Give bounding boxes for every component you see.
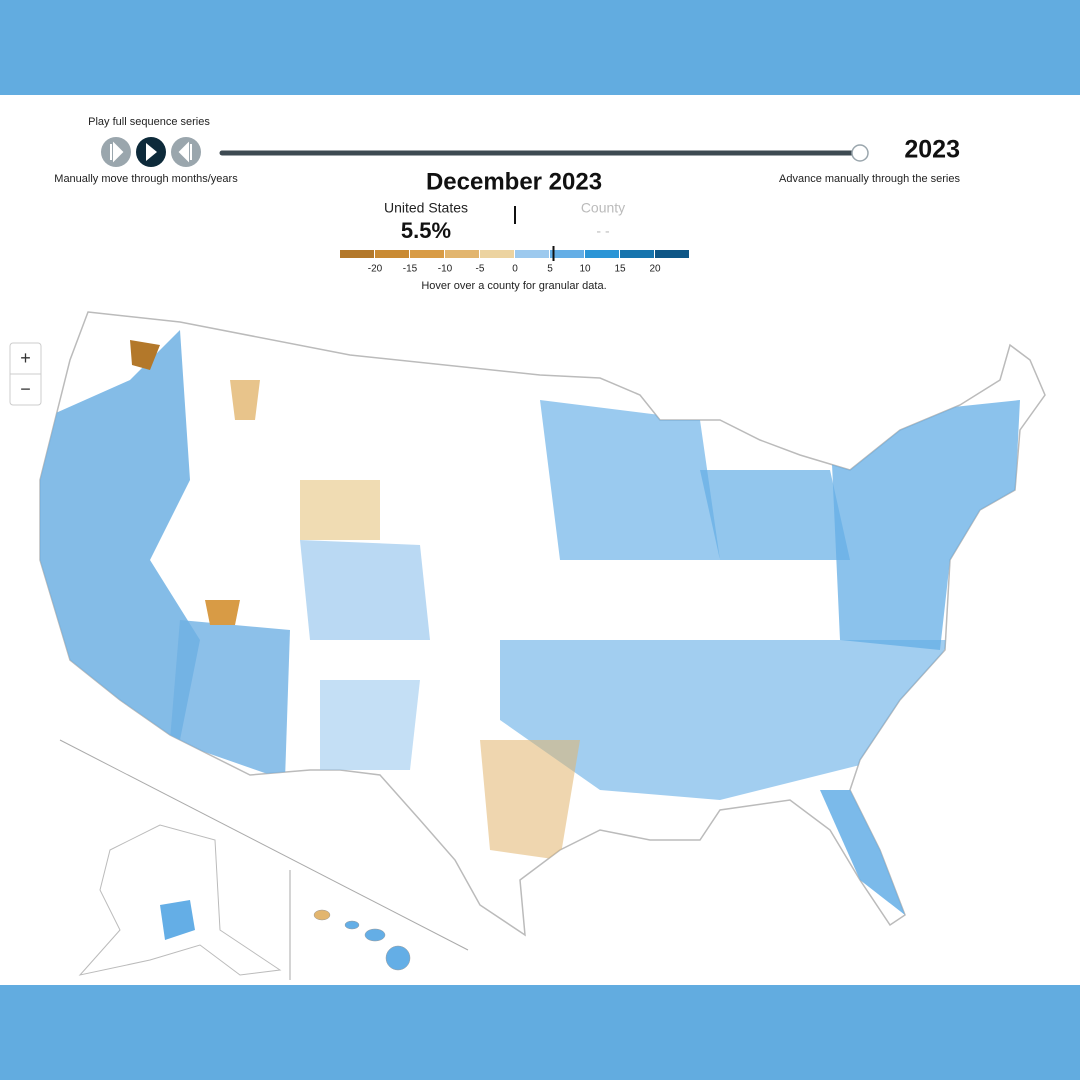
- manual-label: Manually move through months/years: [54, 173, 238, 185]
- legend-tick-label: 10: [579, 264, 591, 275]
- legend-tick-label: 20: [649, 264, 661, 275]
- us-value: 5.5%: [401, 218, 451, 243]
- legend-tick-label: 15: [614, 264, 626, 275]
- legend-swatch: [585, 250, 619, 258]
- legend-swatch: [620, 250, 654, 258]
- legend-swatch: [655, 250, 689, 258]
- legend-swatch: [375, 250, 409, 258]
- legend-tick-label: 0: [512, 264, 518, 275]
- inset-divider: [59, 739, 469, 951]
- hawaii: [313, 909, 411, 971]
- zoom-in[interactable]: +: [20, 348, 31, 368]
- county-value: - -: [596, 223, 610, 239]
- alaska: [78, 824, 282, 976]
- legend-swatch: [410, 250, 444, 258]
- county-fills: [40, 330, 1020, 915]
- us-map: [39, 311, 1046, 936]
- zoom-out[interactable]: −: [20, 379, 31, 399]
- zoom-controls: + −: [9, 342, 42, 406]
- legend-tick-label: -10: [438, 264, 453, 275]
- play-label: Play full sequence series: [88, 116, 210, 128]
- play-button[interactable]: [136, 137, 166, 167]
- legend-swatch: [515, 250, 549, 258]
- legend-tick-label: -5: [476, 264, 485, 275]
- month-title: December 2023: [426, 168, 602, 195]
- legend: -20 -15 -10 -5 0 5 10 15 20: [340, 246, 689, 275]
- legend-swatch: [340, 250, 374, 258]
- legend-swatch: [550, 250, 584, 258]
- next-button[interactable]: [171, 137, 201, 167]
- year-label: 2023: [904, 136, 960, 164]
- legend-swatch: [480, 250, 514, 258]
- legend-hint: Hover over a county for granular data.: [421, 280, 606, 292]
- legend-tick-label: -15: [403, 264, 418, 275]
- county-label: County: [581, 200, 625, 216]
- legend-tick-label: 5: [547, 264, 553, 275]
- us-label: United States: [384, 200, 468, 216]
- bottom-band: [0, 985, 1080, 1080]
- legend-swatch: [445, 250, 479, 258]
- slider-knob[interactable]: [851, 144, 869, 162]
- advance-label: Advance manually through the series: [779, 173, 960, 185]
- alaska-fill: [160, 900, 195, 940]
- prev-button[interactable]: [101, 137, 131, 167]
- legend-tick-label: -20: [368, 264, 383, 275]
- top-band: [0, 0, 1080, 95]
